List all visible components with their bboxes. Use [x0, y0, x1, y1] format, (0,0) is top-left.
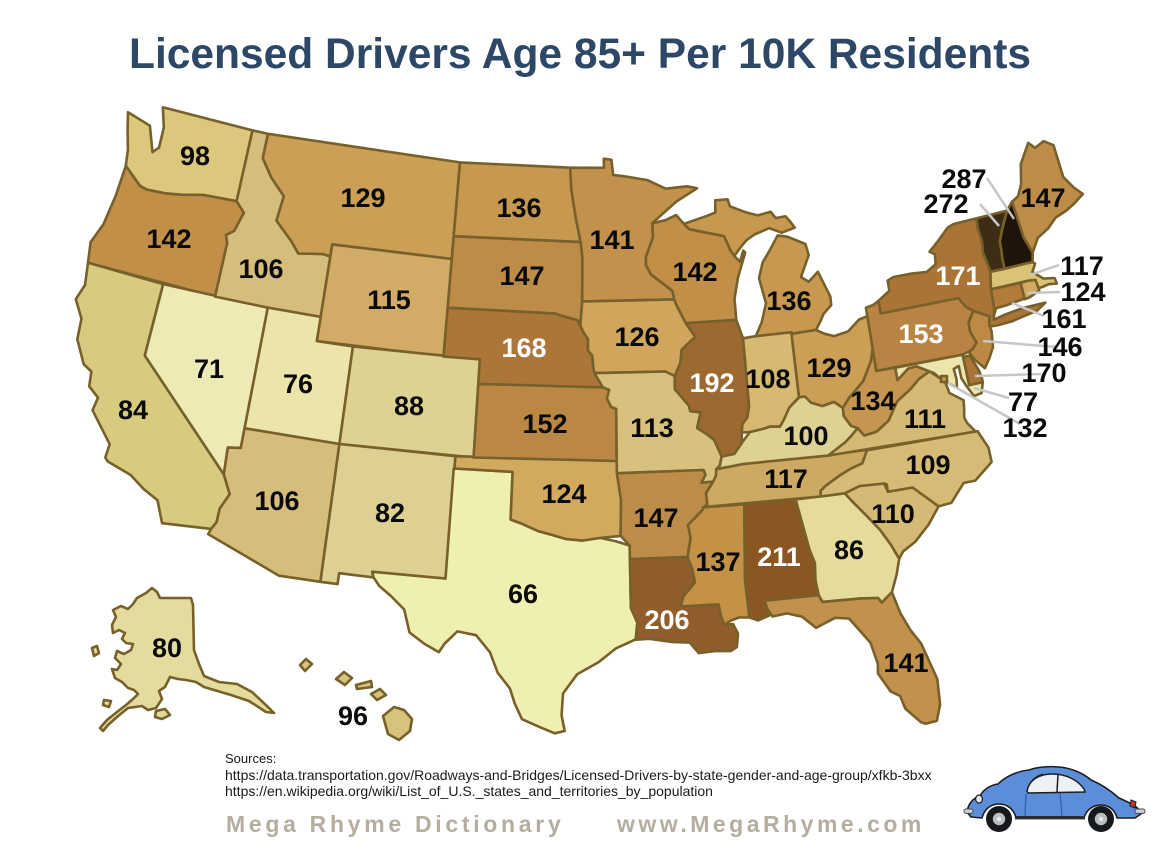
svg-text:100: 100 — [783, 421, 828, 451]
svg-text:88: 88 — [394, 391, 424, 421]
svg-text:98: 98 — [180, 141, 210, 171]
svg-text:153: 153 — [898, 319, 943, 349]
svg-text:136: 136 — [766, 286, 811, 316]
svg-text:84: 84 — [118, 395, 148, 425]
svg-text:141: 141 — [883, 648, 928, 678]
svg-text:146: 146 — [1037, 332, 1082, 362]
svg-text:147: 147 — [633, 503, 678, 533]
svg-text:82: 82 — [375, 498, 405, 528]
svg-text:168: 168 — [501, 333, 546, 363]
svg-text:80: 80 — [152, 633, 182, 663]
svg-text:117: 117 — [1060, 251, 1104, 281]
svg-text:129: 129 — [340, 183, 385, 213]
svg-text:136: 136 — [496, 193, 541, 223]
svg-text:142: 142 — [146, 224, 191, 254]
svg-text:66: 66 — [508, 579, 538, 609]
svg-text:Sources:: Sources: — [225, 751, 276, 766]
svg-text:76: 76 — [283, 369, 313, 399]
svg-text:161: 161 — [1041, 304, 1086, 334]
svg-text:115: 115 — [367, 285, 411, 315]
svg-text:287: 287 — [941, 164, 986, 194]
svg-text:272: 272 — [923, 189, 968, 219]
svg-text:147: 147 — [1020, 183, 1065, 213]
svg-text:106: 106 — [238, 254, 283, 284]
svg-text:111: 111 — [904, 404, 946, 434]
svg-text:170: 170 — [1021, 358, 1066, 388]
svg-text:132: 132 — [1002, 413, 1047, 443]
svg-text:108: 108 — [745, 364, 790, 394]
svg-text:192: 192 — [689, 368, 734, 398]
svg-text:211: 211 — [757, 542, 801, 572]
svg-text:206: 206 — [644, 605, 689, 635]
svg-text:152: 152 — [522, 409, 567, 439]
svg-text:117: 117 — [764, 464, 808, 494]
svg-text:96: 96 — [338, 701, 368, 731]
svg-text:137: 137 — [695, 547, 740, 577]
svg-text:141: 141 — [589, 225, 634, 255]
svg-text:124: 124 — [1060, 277, 1105, 307]
svg-text:171: 171 — [935, 261, 980, 291]
svg-text:www.MegaRhyme.com: www.MegaRhyme.com — [616, 811, 925, 837]
svg-text:109: 109 — [905, 450, 950, 480]
svg-text:77: 77 — [1008, 387, 1038, 417]
svg-text:110: 110 — [871, 499, 915, 529]
svg-text:124: 124 — [541, 479, 586, 509]
svg-text:113: 113 — [630, 413, 674, 443]
svg-text:https://en.wikipedia.org/wiki/: https://en.wikipedia.org/wiki/List_of_U.… — [225, 783, 713, 799]
svg-text:134: 134 — [850, 386, 895, 416]
svg-text:Mega Rhyme Dictionary: Mega Rhyme Dictionary — [226, 811, 564, 837]
svg-text:106: 106 — [254, 486, 299, 516]
svg-text:147: 147 — [499, 261, 544, 291]
svg-text:Licensed Drivers Age 85+ Per 1: Licensed Drivers Age 85+ Per 10K Residen… — [129, 31, 1031, 78]
svg-text:129: 129 — [806, 353, 851, 383]
svg-text:86: 86 — [834, 535, 864, 565]
svg-text:142: 142 — [672, 257, 717, 287]
svg-text:126: 126 — [614, 322, 659, 352]
svg-text:71: 71 — [194, 354, 224, 384]
svg-text:https://data.transportation.go: https://data.transportation.gov/Roadways… — [225, 767, 932, 783]
